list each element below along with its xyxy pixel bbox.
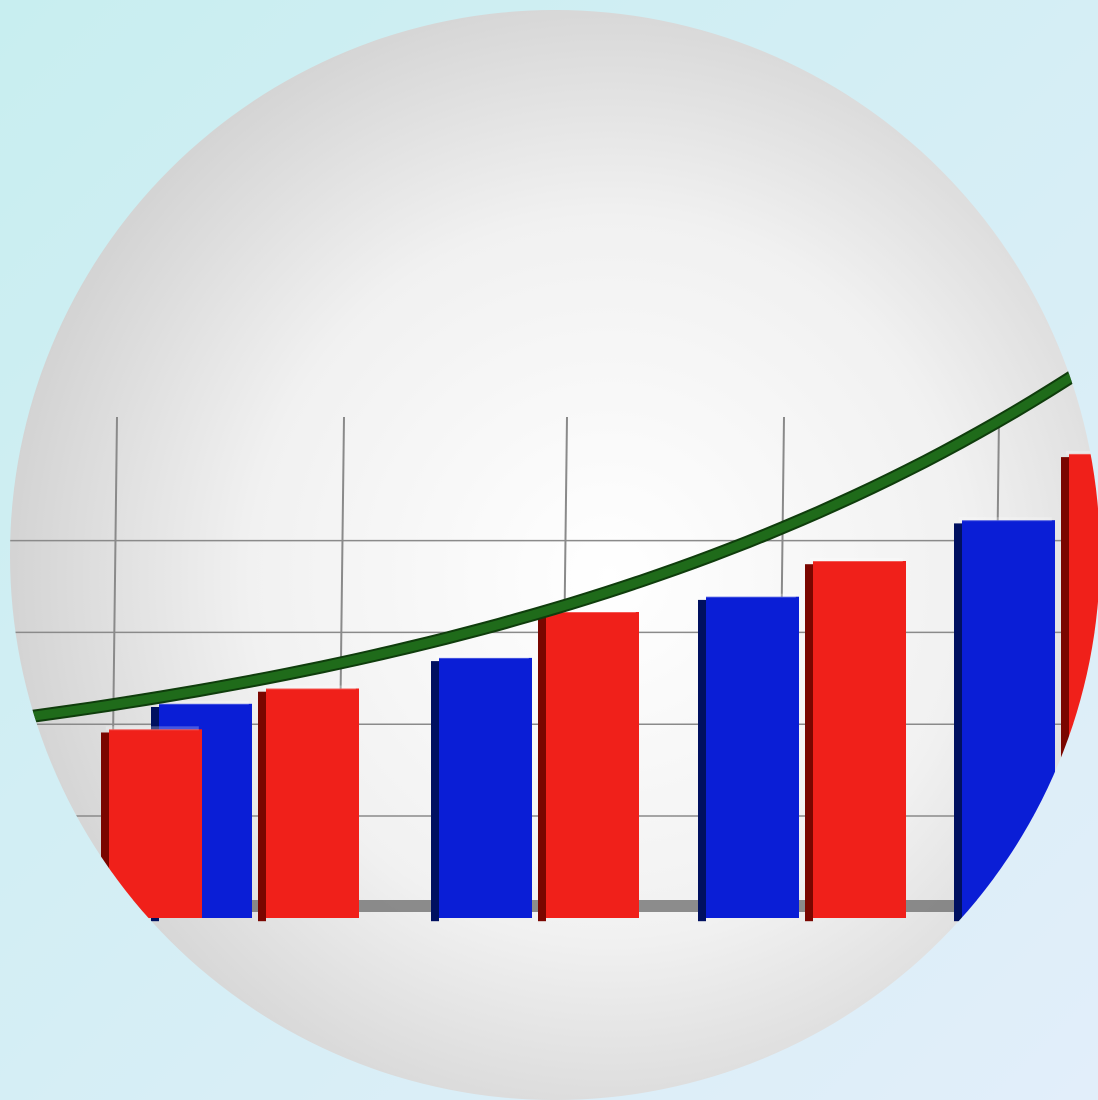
bar-side bbox=[538, 615, 546, 921]
bar bbox=[706, 597, 799, 918]
bar-top-highlight bbox=[263, 686, 356, 690]
disc-frame bbox=[10, 10, 1098, 1100]
bar-side bbox=[258, 692, 266, 922]
bar-top-highlight bbox=[959, 517, 1052, 521]
bar-side bbox=[954, 523, 962, 921]
bar bbox=[813, 561, 906, 918]
bar bbox=[439, 658, 532, 918]
bar bbox=[546, 612, 639, 918]
bar-top-highlight bbox=[106, 726, 199, 730]
bar-top-highlight bbox=[810, 558, 903, 562]
bar-side bbox=[805, 564, 813, 921]
bar-side bbox=[698, 600, 706, 921]
bar bbox=[266, 689, 359, 919]
bar-side bbox=[431, 661, 439, 921]
bar-top-highlight bbox=[703, 594, 796, 598]
bar-top-highlight bbox=[436, 655, 529, 659]
